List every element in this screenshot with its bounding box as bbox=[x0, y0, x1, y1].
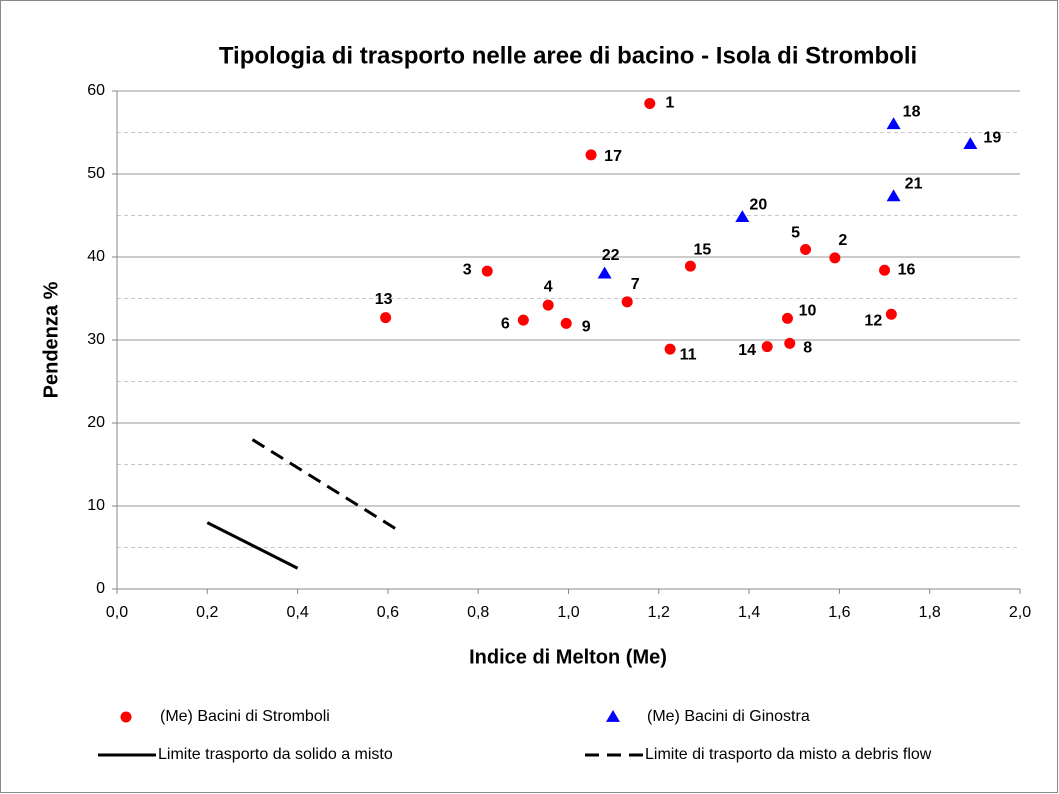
circle-marker bbox=[829, 252, 841, 264]
x-tick-label: 0,8 bbox=[467, 604, 489, 621]
y-tick-label: 20 bbox=[87, 414, 105, 431]
x-tick-label: 0,2 bbox=[196, 604, 218, 621]
point-label: 20 bbox=[749, 196, 767, 213]
circle-marker bbox=[879, 264, 891, 276]
x-tick-label: 1,8 bbox=[919, 604, 941, 621]
chart-title: Tipologia di trasporto nelle aree di bac… bbox=[219, 42, 917, 69]
circle-marker bbox=[481, 265, 493, 277]
y-tick-label: 30 bbox=[87, 331, 105, 348]
point-label: 14 bbox=[738, 342, 756, 359]
legend-swatch bbox=[606, 710, 620, 722]
y-tick-label: 40 bbox=[87, 248, 105, 265]
point-label: 22 bbox=[602, 247, 620, 264]
triangle-marker bbox=[886, 117, 901, 130]
circle-marker bbox=[585, 149, 597, 161]
point-label: 5 bbox=[791, 225, 800, 242]
circle-marker bbox=[621, 296, 633, 308]
x-tick-label: 2,0 bbox=[1009, 604, 1031, 621]
point-label: 18 bbox=[903, 103, 921, 120]
triangle-marker bbox=[963, 137, 978, 150]
point-label: 4 bbox=[544, 278, 553, 295]
point-label: 6 bbox=[501, 315, 510, 332]
point-label: 2 bbox=[838, 232, 847, 249]
point-label: 7 bbox=[631, 276, 640, 293]
x-tick-label: 1,0 bbox=[557, 604, 579, 621]
legend-label: Limite di trasporto da misto a debris fl… bbox=[645, 746, 932, 763]
circle-marker bbox=[517, 314, 529, 326]
y-axis-label: Pendenza % bbox=[40, 281, 62, 398]
point-label: 16 bbox=[898, 261, 916, 278]
point-label: 9 bbox=[582, 319, 591, 336]
x-axis-label: Indice di Melton (Me) bbox=[469, 646, 667, 668]
point-label: 12 bbox=[864, 312, 882, 329]
circle-marker bbox=[761, 341, 773, 353]
triangle-marker bbox=[735, 210, 750, 223]
triangle-marker bbox=[597, 266, 612, 279]
circle-marker bbox=[885, 308, 897, 320]
y-tick-label: 10 bbox=[87, 497, 105, 514]
x-tick-label: 1,4 bbox=[738, 604, 760, 621]
point-label: 8 bbox=[803, 340, 812, 357]
x-tick-label: 1,2 bbox=[648, 604, 670, 621]
legend-label: Limite trasporto da solido a misto bbox=[158, 746, 393, 763]
circle-marker bbox=[380, 312, 392, 324]
point-label: 1 bbox=[665, 95, 674, 112]
circle-marker bbox=[664, 343, 676, 355]
legend-label: (Me) Bacini di Stromboli bbox=[160, 708, 330, 725]
circle-marker bbox=[684, 260, 696, 272]
y-tick-label: 50 bbox=[87, 165, 105, 182]
point-label: 15 bbox=[694, 241, 712, 258]
y-tick-label: 0 bbox=[96, 580, 105, 597]
limit-line bbox=[251, 438, 400, 533]
point-label: 19 bbox=[983, 129, 1001, 146]
x-tick-label: 0,0 bbox=[106, 604, 128, 621]
circle-marker bbox=[644, 97, 656, 109]
legend-swatch bbox=[120, 711, 132, 723]
x-tick-label: 0,4 bbox=[286, 604, 308, 621]
circle-marker bbox=[542, 299, 554, 311]
circle-marker bbox=[781, 312, 793, 324]
point-label: 17 bbox=[604, 148, 622, 165]
y-tick-label: 60 bbox=[87, 82, 105, 99]
limit-line bbox=[206, 521, 299, 570]
x-tick-label: 0,6 bbox=[377, 604, 399, 621]
x-tick-label: 1,6 bbox=[828, 604, 850, 621]
circle-marker bbox=[560, 317, 572, 329]
circle-marker bbox=[784, 337, 796, 349]
point-label: 11 bbox=[680, 346, 697, 363]
point-label: 10 bbox=[799, 303, 817, 320]
circle-marker bbox=[800, 244, 812, 256]
triangle-marker bbox=[886, 189, 901, 202]
point-label: 3 bbox=[463, 261, 472, 278]
legend-label: (Me) Bacini di Ginostra bbox=[647, 708, 810, 725]
point-label: 21 bbox=[905, 176, 923, 193]
point-label: 13 bbox=[375, 291, 393, 308]
